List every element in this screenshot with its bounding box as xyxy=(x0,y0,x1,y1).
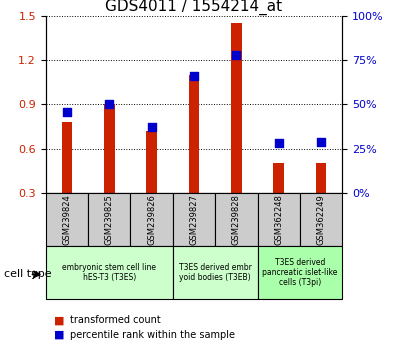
Point xyxy=(318,139,324,144)
Bar xyxy=(273,164,284,193)
Text: embryonic stem cell line
hES-T3 (T3ES): embryonic stem cell line hES-T3 (T3ES) xyxy=(62,263,156,282)
Point xyxy=(191,73,197,79)
Text: GSM239827: GSM239827 xyxy=(189,194,199,245)
Bar xyxy=(316,164,326,193)
Text: GSM362249: GSM362249 xyxy=(316,194,326,245)
Bar xyxy=(46,193,88,246)
Bar xyxy=(88,193,131,246)
Text: ■: ■ xyxy=(54,330,64,339)
Point xyxy=(275,141,282,146)
Bar xyxy=(131,193,173,246)
Text: GSM239828: GSM239828 xyxy=(232,194,241,245)
Bar xyxy=(104,104,115,193)
Bar xyxy=(62,122,72,193)
Text: transformed count: transformed count xyxy=(70,315,160,325)
Bar xyxy=(300,193,342,246)
Text: GSM239826: GSM239826 xyxy=(147,194,156,245)
Bar xyxy=(173,193,215,246)
Bar xyxy=(231,23,242,193)
Bar xyxy=(189,75,199,193)
Text: T3ES derived embr
yoid bodies (T3EB): T3ES derived embr yoid bodies (T3EB) xyxy=(179,263,252,282)
Text: ■: ■ xyxy=(54,315,64,325)
Point xyxy=(106,102,113,107)
Bar xyxy=(258,193,300,246)
Text: cell type: cell type xyxy=(4,269,52,279)
Bar xyxy=(146,131,157,193)
Title: GDS4011 / 1554214_at: GDS4011 / 1554214_at xyxy=(105,0,283,15)
Point xyxy=(233,52,240,58)
Text: GSM239824: GSM239824 xyxy=(62,194,72,245)
Text: T3ES derived
pancreatic islet-like
cells (T3pi): T3ES derived pancreatic islet-like cells… xyxy=(262,258,338,287)
Bar xyxy=(46,246,173,299)
Text: percentile rank within the sample: percentile rank within the sample xyxy=(70,330,235,339)
Bar xyxy=(215,193,258,246)
Text: GSM239825: GSM239825 xyxy=(105,194,114,245)
Bar xyxy=(258,246,342,299)
Point xyxy=(64,109,70,114)
Bar xyxy=(173,246,258,299)
Point xyxy=(148,125,155,130)
Text: GSM362248: GSM362248 xyxy=(274,194,283,245)
